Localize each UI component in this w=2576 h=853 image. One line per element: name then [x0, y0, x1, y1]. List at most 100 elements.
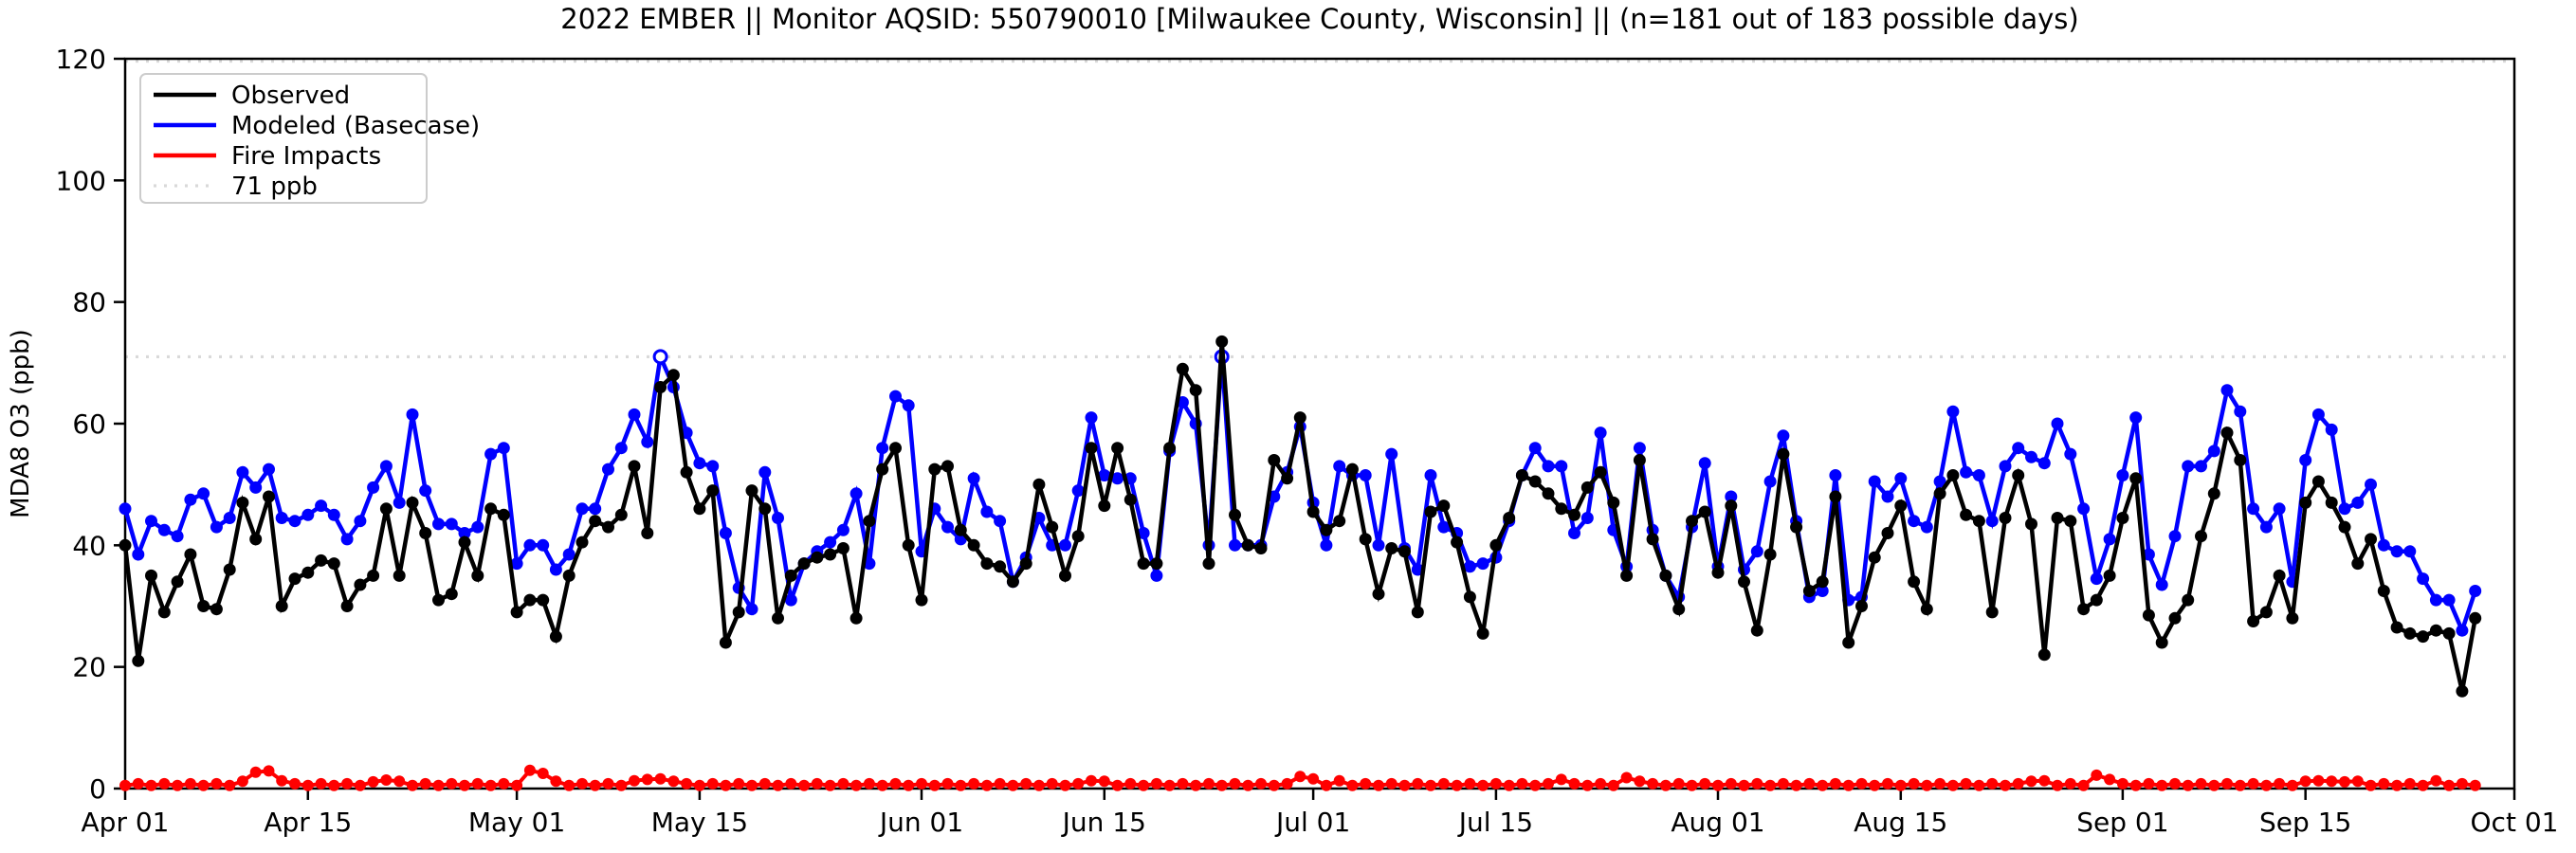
data-point	[2326, 775, 2338, 788]
data-point	[941, 460, 954, 473]
y-tick-label: 60	[72, 408, 106, 440]
data-point	[615, 779, 628, 791]
data-point	[1398, 779, 1411, 791]
data-point	[745, 484, 758, 498]
data-point	[811, 777, 823, 789]
data-point	[758, 465, 772, 479]
data-point	[379, 460, 393, 473]
data-point	[2195, 777, 2207, 789]
data-point	[119, 538, 132, 552]
data-point	[706, 484, 720, 498]
data-point	[732, 606, 745, 619]
data-point	[1242, 779, 1254, 791]
data-point	[1568, 508, 1580, 521]
data-point	[797, 557, 811, 571]
data-point	[1920, 520, 1933, 534]
data-point	[1360, 777, 1372, 789]
data-point	[2311, 408, 2325, 421]
data-point	[2195, 530, 2207, 543]
data-point	[249, 481, 263, 494]
data-point	[197, 487, 210, 500]
data-point	[1229, 777, 1241, 789]
data-point	[1425, 779, 1436, 791]
data-point	[158, 777, 171, 789]
data-point	[223, 563, 236, 576]
data-point	[2169, 777, 2181, 789]
data-point	[1071, 530, 1085, 543]
data-point	[2443, 779, 2456, 791]
data-point	[706, 777, 719, 789]
data-point	[2442, 593, 2456, 607]
data-point	[458, 527, 471, 539]
data-point	[2417, 572, 2430, 586]
data-point	[1634, 775, 1646, 788]
data-point	[1946, 779, 1959, 791]
data-point	[1007, 779, 1019, 791]
data-point	[2052, 779, 2063, 791]
data-point	[967, 538, 980, 552]
data-point	[1881, 527, 1894, 539]
data-point	[236, 465, 249, 479]
data-point	[824, 548, 837, 561]
data-point	[758, 777, 771, 789]
data-point	[2064, 777, 2076, 789]
data-point	[1032, 478, 1046, 491]
data-point	[836, 523, 850, 536]
data-point	[994, 560, 1007, 573]
data-point	[1972, 469, 1985, 481]
data-point	[1150, 569, 1163, 582]
data-point	[288, 515, 301, 528]
data-point	[354, 779, 366, 791]
data-point	[628, 408, 641, 421]
data-point	[367, 775, 379, 788]
data-point	[2442, 626, 2456, 640]
data-point	[1320, 779, 1332, 791]
data-point	[1725, 777, 1737, 789]
data-point	[445, 588, 458, 601]
data-point	[2025, 450, 2037, 463]
data-point	[1777, 777, 1789, 789]
data-point	[1019, 557, 1032, 571]
data-point	[301, 779, 314, 791]
series-observed	[119, 335, 2482, 698]
data-point	[1098, 469, 1111, 481]
data-point	[1908, 515, 1921, 528]
data-point	[1489, 777, 1502, 789]
data-point	[2037, 457, 2051, 470]
data-point	[275, 600, 288, 612]
data-point	[484, 502, 498, 516]
data-point	[1412, 777, 1424, 789]
data-point	[1203, 777, 1215, 789]
legend-box	[139, 73, 428, 204]
data-point	[2077, 502, 2091, 516]
data-point	[1320, 523, 1333, 536]
data-point	[263, 490, 275, 503]
data-point	[629, 774, 640, 787]
data-point	[2391, 779, 2403, 791]
data-point	[2025, 775, 2037, 788]
data-point	[1373, 779, 1384, 791]
data-point	[1725, 499, 1738, 513]
data-point	[1137, 527, 1150, 539]
data-point	[1333, 774, 1345, 787]
data-point	[236, 496, 249, 509]
data-point	[1124, 493, 1137, 506]
data-point	[1424, 469, 1437, 481]
data-point	[406, 496, 419, 509]
data-point	[602, 463, 614, 476]
data-point	[1751, 777, 1763, 789]
data-point	[1111, 779, 1124, 791]
data-point	[2000, 779, 2011, 791]
data-point	[2403, 626, 2417, 640]
data-point	[2247, 777, 2259, 789]
data-point	[236, 775, 248, 788]
x-tick-label: Oct 01	[2471, 807, 2559, 838]
data-point	[1046, 777, 1058, 789]
data-point	[1842, 636, 1855, 649]
data-point	[2417, 779, 2429, 791]
data-point	[419, 777, 431, 789]
data-point	[654, 381, 667, 393]
data-point	[2077, 603, 2091, 616]
x-tick-label: Apr 01	[82, 807, 170, 838]
data-point	[2129, 411, 2143, 425]
